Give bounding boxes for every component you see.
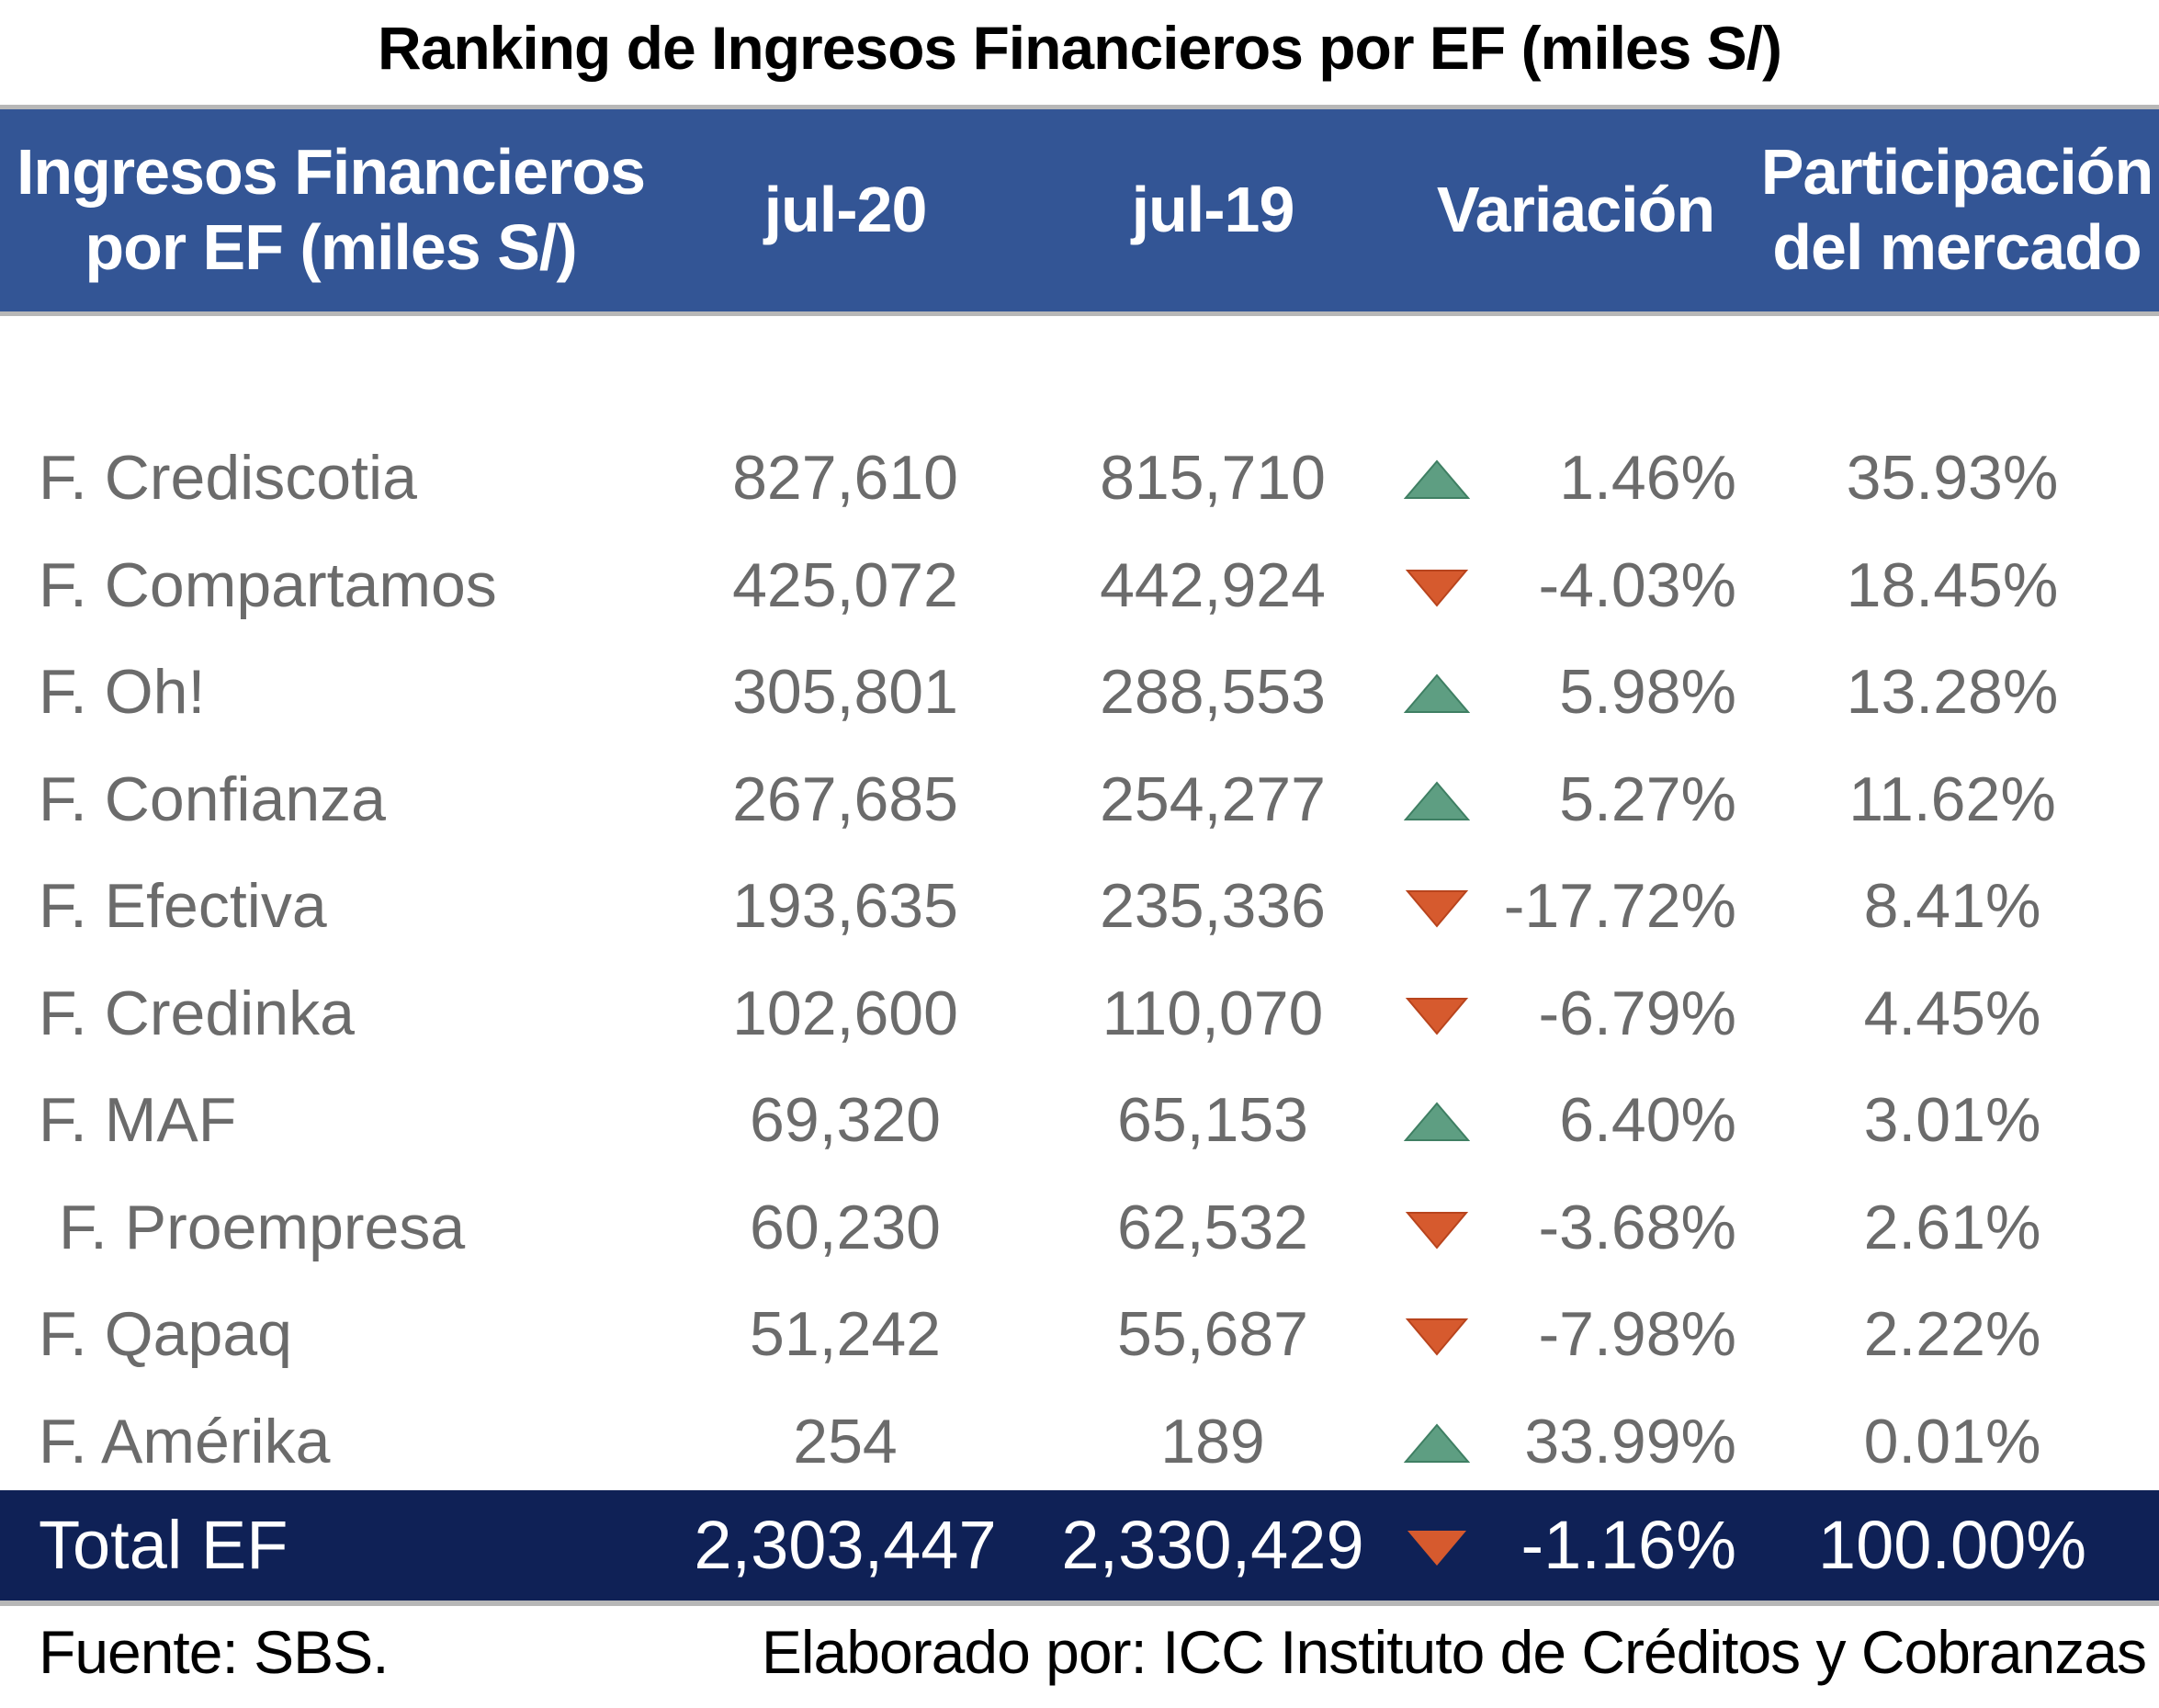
total-name: Total EF [39,1507,288,1583]
row-jul19: 65,153 [1117,1085,1308,1155]
credit-note: Elaborado por: ICC Instituto de Créditos… [761,1618,2147,1686]
total-jul19: 2,330,429 [1061,1507,1364,1583]
header-name-column: Ingresos Financieros por EF (miles S/) [0,109,661,311]
row-jul20: 60,230 [750,1192,941,1262]
header-part-line1: Participación [1760,136,2154,209]
row-jul20: 254 [793,1406,898,1476]
down-arrow-icon [1405,1318,1469,1356]
total-jul20: 2,303,447 [694,1507,997,1583]
header-variacion: Variación [1436,174,1715,246]
row-variacion: -4.03% [1538,549,1736,620]
row-variacion: -7.98% [1538,1299,1736,1369]
row-jul19: 235,336 [1100,871,1326,941]
row-jul19: 55,687 [1117,1299,1308,1369]
row-name: F. Oh! [39,657,206,727]
row-variacion: -3.68% [1538,1192,1736,1262]
row-participacion: 13.28% [1846,657,2059,727]
row-name: F. MAF [39,1085,237,1155]
row-jul20: 193,635 [732,871,958,941]
row-variacion: 5.98% [1559,657,1736,727]
row-jul20: 102,600 [732,978,958,1048]
table-row: F. Proempresa 60,230 62,532 -3.68% 2.61% [0,1174,2159,1281]
down-arrow-icon [1405,997,1469,1035]
down-arrow-icon [1405,1211,1469,1250]
row-name: F. Efectiva [39,871,327,941]
table-title: Ranking de Ingresos Financieros por EF (… [377,14,1782,82]
row-variacion: -17.72% [1503,871,1736,941]
table-header: Ingresos Financieros por EF (miles S/) j… [0,105,2159,316]
total-row: Total EF 2,303,447 2,330,429 -1.16% 100.… [0,1490,2159,1606]
row-participacion: 4.45% [1863,978,2041,1048]
row-jul19: 815,710 [1100,443,1326,513]
table-row: F. Compartamos 425,072 442,924 -4.03% 18.45% [0,532,2159,639]
source-note: Fuente: SBS. [39,1618,390,1686]
row-jul20: 51,242 [750,1299,941,1369]
up-arrow-icon [1404,1102,1470,1141]
row-variacion: 33.99% [1524,1406,1736,1476]
table-row: F. MAF 69,320 65,153 6.40% 3.01% [0,1067,2159,1173]
up-arrow-icon [1404,673,1470,713]
table-row: F. Efectiva 193,635 235,336 -17.72% 8.41% [0,853,2159,959]
row-jul19: 110,070 [1102,978,1324,1048]
down-arrow-icon [1405,569,1469,607]
table-row: F. Credinka 102,600 110,070 -6.79% 4.45% [0,960,2159,1067]
row-variacion: 1.46% [1559,443,1736,513]
table-row: F. Qapaq 51,242 55,687 -7.98% 2.22% [0,1281,2159,1387]
up-arrow-icon [1404,780,1470,820]
row-participacion: 11.62% [1848,764,2056,834]
up-arrow-icon [1404,1422,1470,1463]
table-row: F. Amérika 254 189 33.99% 0.01% [0,1388,2159,1495]
header-name-line2: por EF (miles S/) [85,211,577,283]
row-name: F. Qapaq [39,1299,292,1369]
table-row: F. Oh! 305,801 288,553 5.98% 13.28% [0,639,2159,745]
header-participacion: Participación del mercado [1760,109,2154,311]
row-variacion: 5.27% [1559,764,1736,834]
row-variacion: 6.40% [1559,1085,1736,1155]
row-name: F. Crediscotia [39,443,417,513]
row-participacion: 35.93% [1846,443,2059,513]
row-jul19: 189 [1160,1406,1265,1476]
header-jul19: jul-19 [1131,174,1295,246]
row-jul19: 288,553 [1100,657,1326,727]
row-participacion: 2.61% [1863,1192,2041,1262]
row-name: F. Proempresa [59,1192,466,1262]
row-participacion: 2.22% [1863,1299,2041,1369]
row-jul20: 69,320 [750,1085,941,1155]
table-row: F. Confianza 267,685 254,277 5.27% 11.62% [0,746,2159,853]
total-variacion: -1.16% [1520,1507,1736,1583]
row-name: F. Compartamos [39,549,497,620]
header-name-line1: Ingresos Financieros [16,136,646,209]
row-jul19: 254,277 [1100,764,1326,834]
row-jul20: 305,801 [732,657,958,727]
row-participacion: 3.01% [1863,1085,2041,1155]
down-arrow-icon [1405,890,1469,928]
row-jul19: 442,924 [1100,549,1326,620]
row-jul20: 425,072 [732,549,958,620]
row-jul20: 827,610 [732,443,958,513]
row-participacion: 8.41% [1863,871,2041,941]
row-name: F. Confianza [39,764,386,834]
row-jul19: 62,532 [1117,1192,1308,1262]
row-variacion: -6.79% [1538,978,1736,1048]
row-participacion: 18.45% [1846,549,2059,620]
up-arrow-icon [1404,459,1470,499]
row-participacion: 0.01% [1863,1406,2041,1476]
row-jul20: 267,685 [732,764,958,834]
total-participacion: 100.00% [1817,1507,2087,1583]
row-name: F. Amérika [39,1406,331,1476]
down-arrow-icon [1407,1531,1466,1566]
header-part-line2: del mercado [1772,211,2142,283]
table-row: F. Crediscotia 827,610 815,710 1.46% 35.93% [0,424,2159,531]
header-jul20: jul-20 [763,174,928,246]
row-name: F. Credinka [39,978,355,1048]
